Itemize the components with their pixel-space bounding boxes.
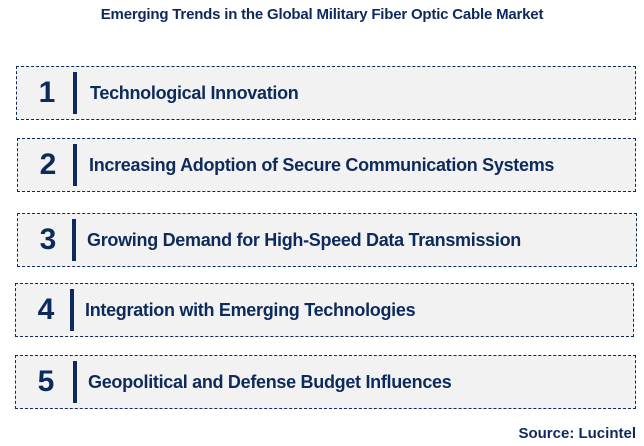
trend-item-2: 2 Increasing Adoption of Secure Communic… xyxy=(17,138,636,192)
trend-label: Increasing Adoption of Secure Communicat… xyxy=(89,154,555,175)
trend-label: Integration with Emerging Technologies xyxy=(85,299,416,320)
trend-item-1: 1 Technological Innovation xyxy=(16,66,636,120)
trend-number: 4 xyxy=(37,293,55,326)
trend-label: Growing Demand for High-Speed Data Trans… xyxy=(87,229,521,250)
trend-label: Technological Innovation xyxy=(90,82,299,103)
divider-bar xyxy=(73,361,77,403)
trend-number: 2 xyxy=(39,148,57,181)
source-credit: Source: Lucintel xyxy=(518,425,636,442)
trend-item-3: 3 Growing Demand for High-Speed Data Tra… xyxy=(17,213,637,267)
trend-label: Geopolitical and Defense Budget Influenc… xyxy=(88,371,452,392)
trend-item-5: 5 Geopolitical and Defense Budget Influe… xyxy=(15,355,636,409)
trend-item-4: 4 Integration with Emerging Technologies xyxy=(15,283,634,337)
divider-bar xyxy=(72,219,76,261)
diagram-title: Emerging Trends in the Global Military F… xyxy=(100,6,544,23)
trend-number: 1 xyxy=(38,76,56,109)
divider-bar xyxy=(70,289,74,331)
trend-number: 5 xyxy=(37,365,55,398)
divider-bar xyxy=(73,72,77,114)
divider-bar xyxy=(73,144,77,186)
trend-number: 3 xyxy=(39,223,57,256)
